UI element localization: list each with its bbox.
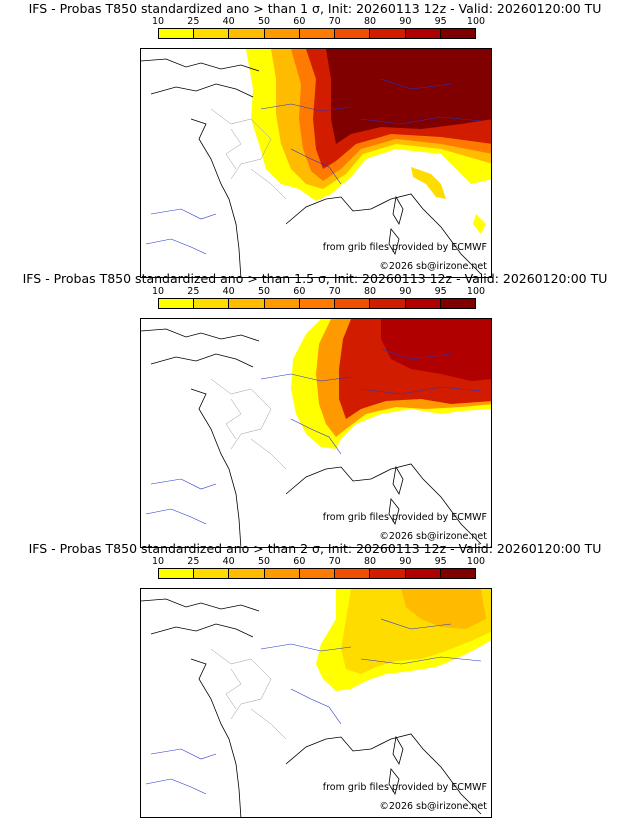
admin-borders bbox=[210, 108, 287, 200]
colorbar-tick-label: 60 bbox=[293, 16, 306, 27]
source-credit: from grib files provided by ECMWF bbox=[322, 242, 487, 253]
rivers bbox=[145, 618, 482, 795]
colorbar-tick-label: 25 bbox=[187, 286, 200, 297]
colorbar-tick-label: 80 bbox=[363, 286, 377, 297]
colorbar-tick-label: 40 bbox=[222, 16, 235, 27]
probability-shading bbox=[291, 319, 491, 449]
map-panel-1: IFS - Probas T850 standardized ano > tha… bbox=[0, 0, 630, 278]
colorbar-tick-label: 90 bbox=[399, 556, 412, 567]
colorbar-segment bbox=[159, 569, 195, 578]
map-panel-2: IFS - Probas T850 standardized ano > tha… bbox=[0, 270, 630, 548]
colorbar-tick-label: 60 bbox=[293, 286, 306, 297]
colorbar-segment bbox=[159, 29, 195, 38]
probability-map: from grib files provided by ECMWF ©2026 … bbox=[140, 318, 492, 548]
colorbar-tick-label: 90 bbox=[399, 16, 412, 27]
colorbar-segment bbox=[194, 299, 230, 308]
colorbar-tick-label: 70 bbox=[328, 556, 341, 567]
colorbar-tick-label: 10 bbox=[151, 16, 165, 27]
colorbar-tick-label: 10 bbox=[151, 286, 165, 297]
coastlines bbox=[141, 598, 482, 817]
colorbar-segment bbox=[194, 29, 230, 38]
panel-title: IFS - Probas T850 standardized ano > tha… bbox=[28, 541, 602, 556]
colorbar-segment bbox=[370, 569, 406, 578]
colorbar-tick-label: 80 bbox=[363, 16, 377, 27]
colorbar-tick-label: 95 bbox=[434, 16, 447, 27]
colorbar-segment bbox=[440, 569, 475, 578]
colorbar-segment bbox=[299, 29, 336, 38]
colorbar bbox=[158, 568, 476, 579]
colorbar-segment bbox=[229, 29, 265, 38]
colorbar-tick-label: 100 bbox=[466, 286, 486, 297]
probability-map: from grib files provided by ECMWF ©2026 … bbox=[140, 588, 492, 818]
probability-shading bbox=[246, 49, 491, 234]
map-panel-3: IFS - Probas T850 standardized ano > tha… bbox=[0, 540, 630, 818]
colorbar-segment bbox=[229, 569, 265, 578]
colorbar-tick-label: 50 bbox=[257, 16, 271, 27]
colorbar-tick-label: 80 bbox=[363, 556, 377, 567]
colorbar-tick-label: 95 bbox=[434, 556, 447, 567]
colorbar-tick-label: 60 bbox=[293, 556, 306, 567]
colorbar-tick-label: 25 bbox=[187, 556, 200, 567]
colorbar-ticks: 10 25 40 50 60 70 80 90 95 100 bbox=[140, 556, 490, 568]
colorbar-tick-label: 100 bbox=[466, 16, 486, 27]
coastlines bbox=[141, 58, 482, 277]
colorbar-segment bbox=[405, 299, 441, 308]
colorbar-segment bbox=[264, 299, 300, 308]
source-credit: from grib files provided by ECMWF bbox=[322, 512, 487, 523]
colorbar-segment bbox=[440, 29, 475, 38]
probability-map: from grib files provided by ECMWF ©2026 … bbox=[140, 48, 492, 278]
colorbar-tick-label: 70 bbox=[328, 16, 341, 27]
colorbar-segment bbox=[299, 569, 336, 578]
panel-title: IFS - Probas T850 standardized ano > tha… bbox=[28, 1, 602, 16]
probability-shading bbox=[316, 589, 491, 691]
colorbar-segment bbox=[264, 29, 300, 38]
colorbar-tick-label: 40 bbox=[222, 286, 235, 297]
admin-borders bbox=[210, 648, 287, 740]
colorbar-tick-label: 100 bbox=[466, 556, 486, 567]
colorbar-segment bbox=[264, 569, 300, 578]
colorbar-segment bbox=[194, 569, 230, 578]
colorbar-segment bbox=[159, 299, 195, 308]
copyright-credit: ©2026 sb@irizone.net bbox=[379, 261, 487, 272]
copyright-credit: ©2026 sb@irizone.net bbox=[379, 801, 487, 812]
admin-borders bbox=[210, 378, 287, 470]
colorbar-segment bbox=[299, 299, 336, 308]
colorbar-tick-label: 50 bbox=[257, 286, 271, 297]
colorbar bbox=[158, 28, 476, 39]
colorbar-segment bbox=[335, 299, 371, 308]
source-credit: from grib files provided by ECMWF bbox=[322, 782, 487, 793]
colorbar-ticks: 10 25 40 50 60 70 80 90 95 100 bbox=[140, 286, 490, 298]
colorbar bbox=[158, 298, 476, 309]
colorbar-segment bbox=[370, 299, 406, 308]
rivers bbox=[145, 78, 482, 255]
coastlines bbox=[141, 328, 482, 547]
colorbar-tick-label: 40 bbox=[222, 556, 235, 567]
colorbar-tick-label: 70 bbox=[328, 286, 341, 297]
copyright-credit: ©2026 sb@irizone.net bbox=[379, 531, 487, 542]
rivers bbox=[145, 348, 482, 525]
colorbar-tick-label: 25 bbox=[187, 16, 200, 27]
colorbar-tick-label: 95 bbox=[434, 286, 447, 297]
colorbar-segment bbox=[440, 299, 475, 308]
colorbar-segment bbox=[405, 29, 441, 38]
colorbar-segment bbox=[370, 29, 406, 38]
colorbar-ticks: 10 25 40 50 60 70 80 90 95 100 bbox=[140, 16, 490, 28]
colorbar-tick-label: 50 bbox=[257, 556, 271, 567]
panel-title: IFS - Probas T850 standardized ano > tha… bbox=[22, 271, 608, 286]
colorbar-segment bbox=[335, 29, 371, 38]
colorbar-tick-label: 10 bbox=[151, 556, 165, 567]
colorbar-segment bbox=[335, 569, 371, 578]
colorbar-tick-label: 90 bbox=[399, 286, 412, 297]
colorbar-segment bbox=[405, 569, 441, 578]
colorbar-segment bbox=[229, 299, 265, 308]
